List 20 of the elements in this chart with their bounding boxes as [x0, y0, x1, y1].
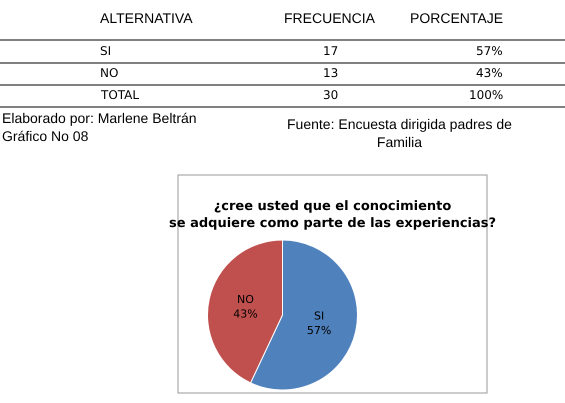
- text: 13: [323, 66, 338, 80]
- data-label: 57%: [306, 324, 332, 337]
- text: Gráfico No 08: [2, 128, 89, 144]
- text: 17: [323, 44, 338, 58]
- text: SI: [100, 44, 112, 58]
- text: 30: [323, 88, 338, 102]
- text: PORCENTAJE: [410, 10, 504, 26]
- slice-label: NO: [237, 293, 254, 306]
- text: ALTERNATIVA: [100, 10, 194, 26]
- text: 100%: [469, 88, 504, 102]
- source-note: Fuente: Encuesta dirigida padres de Familia: [287, 116, 512, 150]
- text: FRECUENCIA: [284, 10, 376, 26]
- slice-label: SI: [314, 310, 324, 323]
- data-label: 43%: [233, 307, 258, 320]
- text: 43%: [476, 66, 503, 80]
- text: TOTAL: [100, 88, 140, 102]
- chart-title: ¿cree usted que el conocimiento se adquiere como parte de las experiencias?: [169, 199, 496, 231]
- text: Elaborado por: Marlene Beltrán: [2, 110, 197, 126]
- text: 57%: [476, 44, 503, 58]
- text: NO: [100, 66, 118, 80]
